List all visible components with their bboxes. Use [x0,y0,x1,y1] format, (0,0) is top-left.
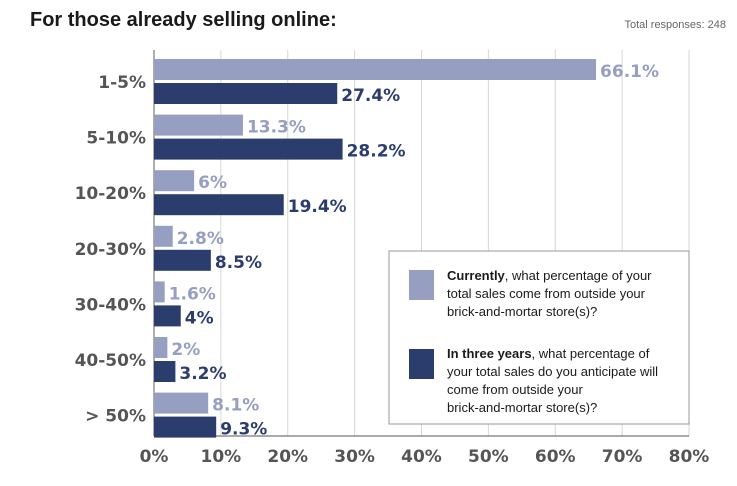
legend: Currently, what percentage of your total … [388,250,690,425]
legend-swatch [409,349,434,379]
x-tick-label: 40% [401,447,442,467]
x-tick-label: 0% [140,447,169,467]
bar-series-1 [154,392,209,414]
x-tick-label: 70% [602,447,643,467]
legend-swatch [409,270,434,300]
chart-title: For those already selling online: [30,9,337,31]
category-label: 10-20% [75,184,146,204]
legend-entry-text: come from outside your [447,382,584,397]
x-tick-label: 20% [267,447,308,467]
data-label: 9.3% [220,420,267,440]
legend-entry-text: your total sales do you anticipate will [447,364,658,379]
data-label: 4% [185,308,214,328]
bar-series-1 [154,170,195,192]
legend-entry-text: In three years, what percentage of [447,346,650,361]
category-label: 20-30% [75,240,146,260]
data-label: 19.4% [288,197,347,217]
x-tick-label: 10% [201,447,242,467]
bar-series-1 [154,281,165,303]
category-label: > 50% [85,407,146,427]
bar-series-2 [154,361,176,382]
legend-entry-text: total sales come from outside your [447,286,646,301]
category-label: 40-50% [75,351,146,371]
bar-series-2 [154,138,343,160]
data-label: 2.8% [177,229,224,249]
data-label: 28.2% [347,142,406,162]
bar-series-2 [154,249,211,271]
data-label: 6% [198,173,227,193]
data-label: 3.2% [179,364,226,384]
data-label: 2% [171,340,200,360]
data-label: 27.4% [341,86,400,106]
x-tick-label: 30% [334,447,375,467]
bar-series-1 [154,225,173,247]
bar-series-1 [154,59,597,80]
data-label: 1.6% [169,284,216,304]
bar-series-1 [154,114,243,136]
bar-series-2 [154,83,338,104]
legend-entry-text: brick-and-mortar store(s)? [447,304,597,319]
bar-series-2 [154,194,284,216]
x-tick-label: 60% [535,447,576,467]
legend-entry-text: brick-and-mortar store(s)? [447,400,597,415]
data-label: 66.1% [600,62,659,82]
bar-series-1 [154,337,168,358]
x-tick-label: 80% [669,447,710,467]
category-label: 5-10% [86,129,146,149]
bar-series-2 [154,305,181,327]
category-label: 30-40% [75,295,146,315]
bar-series-2 [154,416,217,438]
legend-box [388,250,690,425]
data-label: 13.3% [247,118,306,138]
x-tick-label: 50% [468,447,509,467]
category-label: 1-5% [98,73,146,93]
total-responses-note: Total responses: 248 [624,19,726,31]
legend-entry-text: Currently, what percentage of your [447,268,652,283]
data-label: 8.5% [215,253,262,273]
data-label: 8.1% [212,396,259,416]
